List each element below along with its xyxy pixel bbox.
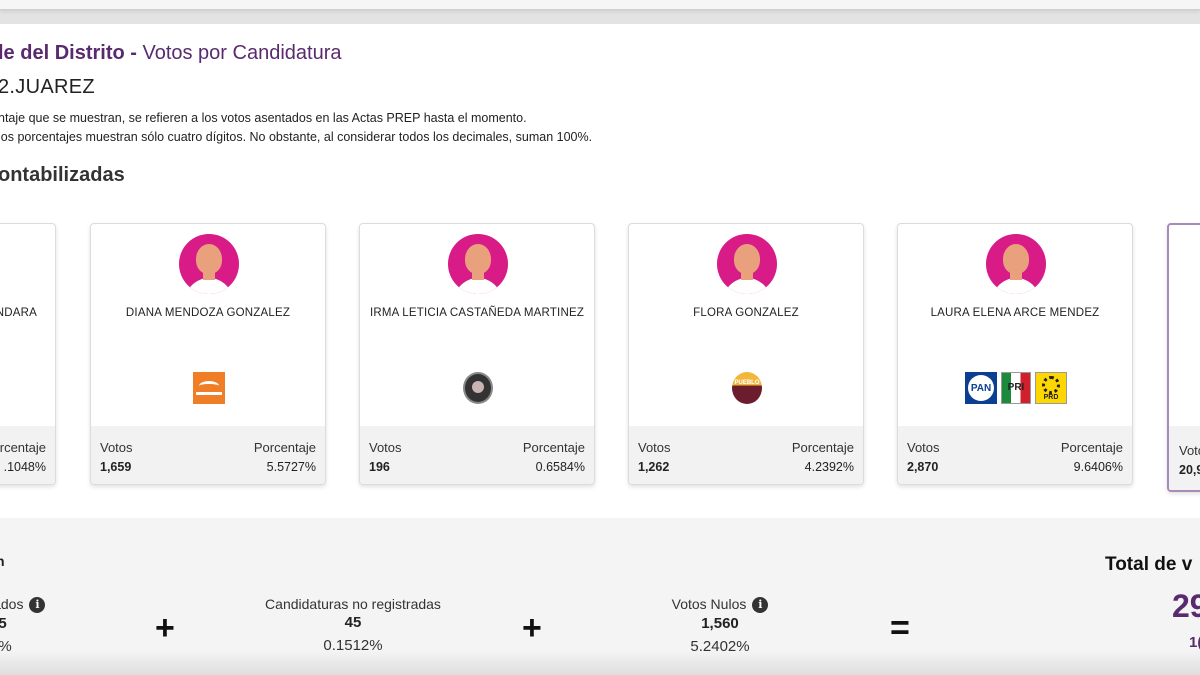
summary-title: n <box>0 553 5 569</box>
candidate-name: IRMA LETICIA CASTAÑEDA MARTINEZ <box>369 307 585 319</box>
null-votes-label: Votos Nulos <box>671 596 747 612</box>
percent-value: 4.2392% <box>804 460 854 474</box>
candidate-name: NDARA <box>0 307 37 319</box>
total-votes: 29 <box>1172 588 1200 624</box>
accumulated-percent: 7% <box>0 638 70 655</box>
percent-label: Porcentaje <box>522 440 585 455</box>
candidate-name: DIANA MENDOZA GONZALEZ <box>125 307 291 319</box>
independent-logo <box>463 372 493 404</box>
unregistered-label: Candidaturas no registradas <box>265 596 441 612</box>
percent-value: 5.5727% <box>266 460 316 474</box>
percent-value: 9.6406% <box>1073 460 1123 474</box>
candidate-card[interactable]: IRMA LETICIA CASTAÑEDA MARTINEZ Votos 19… <box>359 223 595 485</box>
top-bar-inner <box>0 0 1200 10</box>
votes-label: Votos <box>638 440 671 455</box>
total-percent: 1( <box>1189 634 1200 651</box>
summary-null-votes: Votos Nulos i 1,560 5.2402% <box>630 596 810 655</box>
card-footer <box>898 426 1132 484</box>
accumulated-label: lados <box>0 596 24 612</box>
note-line-1: ntaje que se muestran, se refieren a los… <box>0 111 527 125</box>
percent-label: orcentaje <box>0 440 46 455</box>
percent-label: Porcentaje <box>1060 440 1123 455</box>
votes-label: Votos <box>907 440 940 455</box>
movimiento-ciudadano-logo <box>193 372 225 404</box>
results-panel: le del Distrito - Votos por Candidatura … <box>0 24 1200 675</box>
votes-label: Votos <box>369 440 402 455</box>
section-title: ontabilizadas <box>0 164 125 186</box>
card-footer <box>629 426 863 484</box>
percent-label: Porcentaje <box>791 440 854 455</box>
avatar-icon <box>448 234 508 294</box>
accumulated-votes: 65 <box>0 615 7 632</box>
votes-label: Votos <box>100 440 133 455</box>
note-line-2: los porcentajes muestran sólo cuatro díg… <box>0 130 593 144</box>
candidate-card[interactable]: NDARA orcentaje .1048% <box>0 223 56 485</box>
pueblo-logo: PUEBLO <box>732 372 762 404</box>
page-title-bold: le del Distrito - <box>0 42 137 64</box>
votes-value: 1,262 <box>638 460 670 474</box>
top-bar <box>0 0 1200 24</box>
votes-label: Voto <box>1179 443 1200 458</box>
avatar-icon <box>717 234 777 294</box>
total-label: Total de v <box>1105 554 1193 575</box>
candidate-card[interactable]: LAURA ELENA ARCE MENDEZ PAN PRI PRD Voto… <box>897 223 1133 485</box>
card-footer <box>360 426 594 484</box>
vote-summary: n ladosi 65 7% + Candidaturas no registr… <box>0 518 1200 675</box>
votes-value: 2,870 <box>907 460 939 474</box>
votes-value: 1,659 <box>100 460 132 474</box>
avatar-icon <box>179 234 239 294</box>
card-footer <box>0 426 55 484</box>
page-title-rest: Votos por Candidatura <box>136 42 342 64</box>
info-icon[interactable]: i <box>752 597 769 613</box>
card-footer <box>91 426 325 484</box>
equals-sign: = <box>890 609 910 647</box>
votes-value: 20,9 <box>1179 463 1200 477</box>
bottom-strip <box>0 651 1200 675</box>
candidate-card[interactable]: FLORA GONZALEZ PUEBLO Votos 1,262 Porcen… <box>628 223 864 485</box>
info-icon[interactable]: i <box>29 597 46 613</box>
candidate-name: LAURA ELENA ARCE MENDEZ <box>930 307 1100 319</box>
votes-value: 196 <box>369 460 390 474</box>
plus-sign: + <box>155 609 175 647</box>
pri-logo: PRI <box>1001 372 1031 404</box>
summary-unregistered: Candidaturas no registradas 45 0.1512% <box>243 596 463 654</box>
district-name: 2.JUAREZ <box>0 76 95 98</box>
pan-logo: PAN <box>965 372 997 404</box>
card-footer <box>1169 426 1200 490</box>
null-votes: 1,560 <box>701 615 739 632</box>
percent-label: Porcentaje <box>253 440 316 455</box>
percent-value: .1048% <box>3 460 46 474</box>
unregistered-percent: 0.1512% <box>323 637 383 654</box>
plus-sign: + <box>522 609 542 647</box>
prd-logo: PRD <box>1035 372 1067 404</box>
null-votes-percent: 5.2402% <box>690 638 750 655</box>
candidate-name: FLORA GONZALEZ <box>693 307 799 319</box>
leading-candidate-card[interactable]: Voto 20,9 <box>1167 223 1200 492</box>
page-title: le del Distrito - Votos por Candidatura <box>0 42 342 65</box>
candidate-card[interactable]: DIANA MENDOZA GONZALEZ Votos 1,659 Porce… <box>90 223 326 485</box>
avatar-icon <box>986 234 1046 294</box>
percent-value: 0.6584% <box>535 460 585 474</box>
unregistered-votes: 45 <box>344 614 362 631</box>
summary-accumulated: ladosi 65 7% <box>0 596 70 655</box>
